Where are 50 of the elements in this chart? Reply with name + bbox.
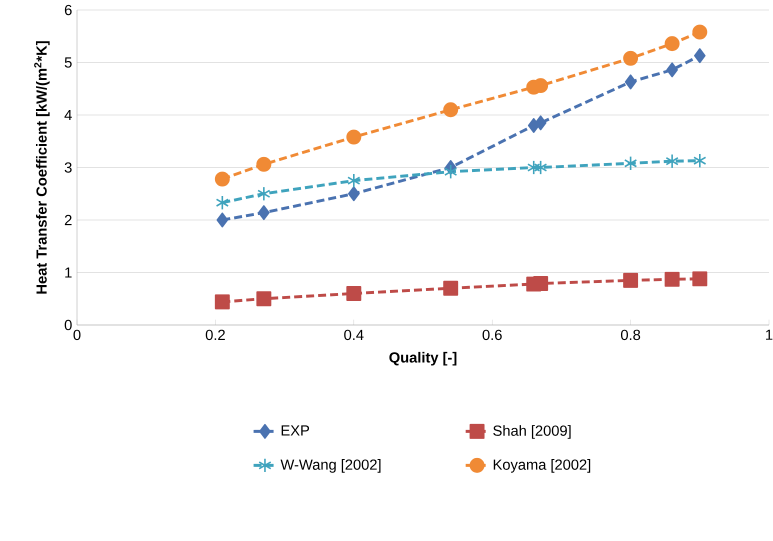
point	[443, 102, 458, 118]
point	[216, 195, 229, 210]
x-axis-title: Quality [-]	[389, 352, 456, 366]
legend-label: W-Wang [2002]	[280, 459, 380, 473]
point	[347, 173, 360, 188]
point	[692, 271, 708, 286]
point	[623, 50, 638, 66]
y-tick-label: 0	[64, 320, 72, 330]
legend-label: EXP	[282, 425, 310, 436]
point	[258, 205, 270, 220]
y-tick-label: 2	[64, 214, 72, 226]
point	[257, 186, 270, 202]
point	[692, 24, 708, 40]
point	[694, 48, 706, 64]
x-tick-label: 0.2	[206, 330, 225, 340]
legend-label: Shah [2009]	[493, 425, 571, 439]
point	[624, 74, 636, 90]
point	[346, 130, 362, 145]
point	[256, 291, 272, 306]
y-axis-title: Heat Transfer Coefficient [kW/(m$^{2}$*K]	[34, 41, 50, 294]
point	[666, 154, 679, 169]
point	[533, 276, 548, 291]
x-tick-label: 0.8	[620, 330, 640, 340]
x-tick-label: 0.6	[482, 330, 502, 340]
point	[346, 286, 362, 301]
point	[444, 164, 458, 180]
y-tick-label: 6	[64, 4, 72, 16]
point	[443, 280, 458, 296]
point	[216, 212, 228, 228]
point	[527, 160, 540, 175]
y-tick-label: 5	[64, 57, 72, 68]
point	[664, 36, 680, 52]
x-tick-label: 1	[766, 330, 772, 340]
point	[256, 156, 272, 172]
point	[534, 115, 546, 130]
legend-label: Koyama [2002]	[494, 459, 590, 473]
y-tick-label: 4	[64, 110, 72, 120]
point	[214, 294, 230, 310]
point	[666, 62, 678, 78]
y-tick-label: 1	[65, 267, 72, 278]
point	[534, 160, 548, 175]
point	[214, 172, 230, 187]
y-tick-label: 3	[64, 162, 72, 173]
point	[623, 272, 638, 288]
x-tick-label: 0	[73, 330, 80, 340]
point	[693, 153, 706, 168]
point	[348, 186, 360, 202]
point	[624, 156, 638, 171]
x-tick-label: 0.4	[344, 330, 364, 340]
point	[664, 272, 680, 287]
